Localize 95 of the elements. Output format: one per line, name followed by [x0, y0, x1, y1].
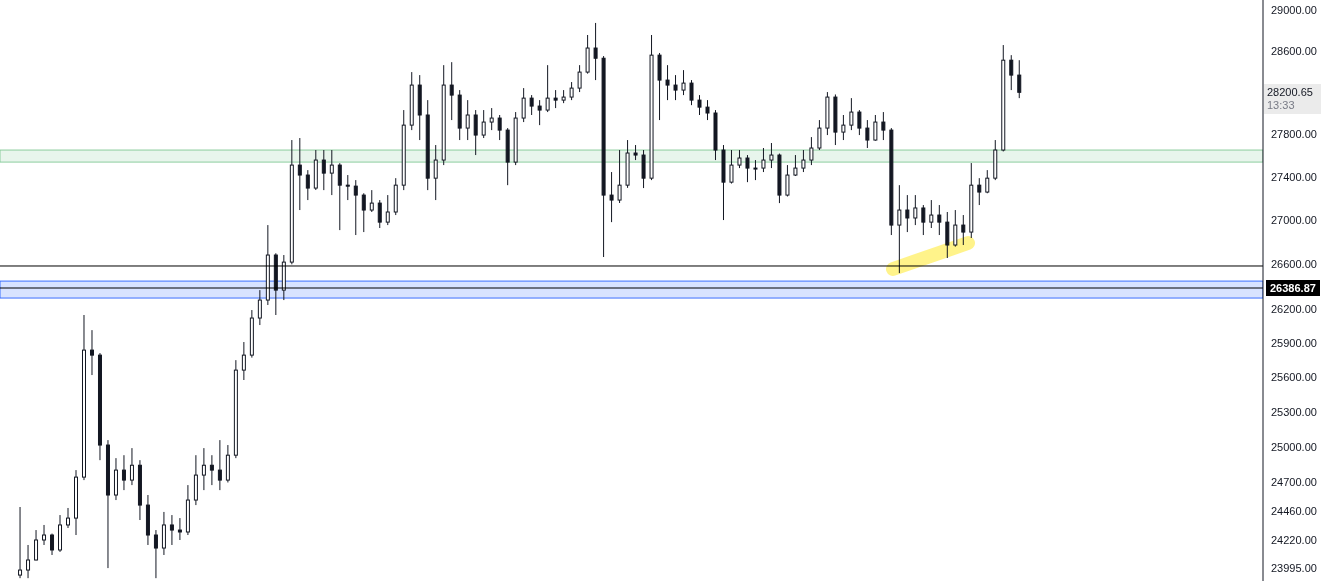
- candlestick: [665, 64, 670, 101]
- candlestick: [729, 149, 734, 185]
- candlestick: [337, 162, 342, 231]
- candlestick: [865, 119, 870, 149]
- candlestick: [1017, 59, 1022, 99]
- candlestick: [353, 179, 358, 236]
- y-tick-label: 25600.00: [1271, 371, 1317, 384]
- candlestick: [377, 199, 382, 229]
- y-tick-label: 25300.00: [1271, 405, 1317, 418]
- candlestick: [873, 114, 878, 142]
- candlestick: [801, 149, 806, 173]
- candlestick: [481, 109, 486, 139]
- candlestick: [785, 164, 790, 197]
- y-tick-label: 23995.00: [1271, 561, 1317, 574]
- candlestick: [465, 99, 470, 141]
- candlestick: [617, 149, 622, 204]
- candlestick: [937, 204, 942, 236]
- candlestick: [297, 137, 302, 211]
- candlestick: [537, 99, 542, 126]
- candlestick: [689, 79, 694, 106]
- candlestick: [321, 149, 326, 191]
- candlestick: [961, 214, 966, 246]
- y-tick-label: 27800.00: [1271, 128, 1317, 141]
- candlestick: [329, 149, 334, 196]
- candlestick: [577, 64, 582, 93]
- y-tick-label: 28600.00: [1271, 44, 1317, 57]
- text: 28200.65: [1267, 86, 1314, 100]
- candlestick: [745, 154, 750, 183]
- y-tick-label: 25000.00: [1271, 440, 1317, 453]
- candlestick: [521, 87, 526, 123]
- candlestick: [769, 142, 774, 169]
- y-tick-label: 27400.00: [1271, 171, 1317, 183]
- candlestick: [857, 109, 862, 136]
- candlestick: [177, 517, 182, 541]
- candlestick: [161, 511, 166, 556]
- candlestick: [753, 159, 758, 181]
- candlestick: [681, 69, 686, 96]
- candlestick: [433, 144, 438, 201]
- candlestick: [641, 149, 646, 189]
- candlestick: [609, 171, 614, 223]
- candlestick: [761, 147, 766, 173]
- candlestick: [905, 194, 910, 233]
- candlestick: [361, 192, 366, 233]
- y-tick-label: 26600.00: [1271, 258, 1317, 271]
- candlestick: [977, 177, 982, 206]
- candlestick: [817, 119, 822, 151]
- y-tick-label: 26200.00: [1271, 302, 1317, 315]
- candlestick: [529, 94, 534, 116]
- candlestick: [705, 99, 710, 121]
- candlestick: [129, 447, 134, 486]
- candlestick: [385, 194, 390, 226]
- candlestick: [913, 194, 918, 226]
- candlestick: [737, 149, 742, 169]
- candlestick: [42, 524, 47, 546]
- candlestick: [89, 329, 94, 376]
- y-tick-label: 24700.00: [1271, 476, 1317, 489]
- candlestick: [209, 454, 214, 486]
- y-tick-label: 27000.00: [1271, 214, 1317, 227]
- candlestick: [217, 439, 222, 491]
- y-tick-label: 25900.00: [1271, 336, 1317, 349]
- candlestick: [569, 81, 574, 101]
- candlestick: [121, 454, 126, 491]
- candlestick: [369, 189, 374, 213]
- candlestick: [593, 22, 598, 81]
- candlestick: [881, 111, 886, 141]
- candlestick: [921, 204, 926, 236]
- candlestick: [945, 211, 950, 259]
- candlestick: [489, 107, 494, 131]
- text: 13:33: [1267, 99, 1296, 113]
- candlestick: [257, 289, 262, 326]
- ref-line-label: 26386.87: [1266, 280, 1320, 296]
- candlestick: [929, 199, 934, 229]
- candlestick: [953, 209, 958, 248]
- candlestick: [849, 97, 854, 131]
- y-tick-label: 29000.00: [1271, 3, 1317, 16]
- candlestick: [201, 447, 206, 491]
- candlestick: [809, 136, 814, 166]
- candlestick: [345, 174, 350, 201]
- candlestick: [545, 64, 550, 113]
- candlestick: [497, 114, 502, 141]
- candlestick: [241, 341, 246, 381]
- candlestick: [697, 94, 702, 116]
- y-tick-label: 24460.00: [1271, 505, 1317, 518]
- candlestick: [897, 184, 902, 274]
- candlestick: [153, 529, 158, 579]
- candlestick: [1009, 54, 1014, 91]
- candlestick: [449, 61, 454, 121]
- candlestick: [66, 507, 71, 529]
- candlestick: [673, 74, 678, 101]
- candlestick: [305, 169, 310, 201]
- candlestick: [473, 109, 478, 156]
- candlestick: [169, 514, 174, 546]
- candlestick: [841, 114, 846, 141]
- y-tick-label: 24220.00: [1271, 534, 1317, 547]
- candlestick: [34, 529, 39, 561]
